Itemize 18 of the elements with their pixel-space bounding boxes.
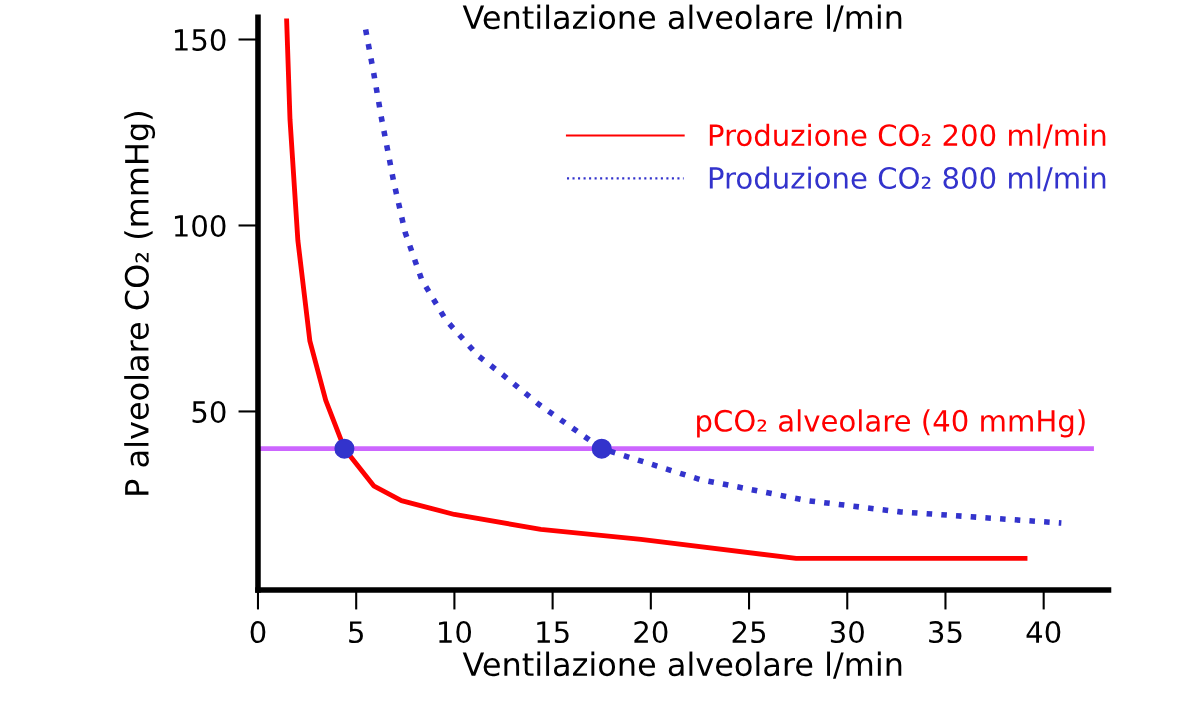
chart-title: Ventilazione alveolare l/min (462, 4, 902, 32)
x-tick-label: 15 (537, 621, 569, 644)
x-tick-label: 35 (929, 621, 962, 644)
x-tick-label: 10 (439, 621, 472, 644)
legend-label: Produzione CO₂ 200 ml/min (709, 123, 1106, 149)
y-tick-label: 150 (174, 28, 226, 51)
x-tick-label: 20 (634, 621, 668, 644)
legend-label: Produzione CO₂ 800 ml/min (709, 166, 1106, 192)
y-tick-label: 100 (174, 214, 226, 237)
x-tick-label: 25 (732, 621, 766, 644)
y-axis-title: P alveolare CO₂ (mmHg) (124, 112, 156, 495)
y-tick-label: 50 (192, 400, 226, 423)
x-tick-label: 0 (250, 621, 266, 644)
x-axis-title: Ventilazione alveolare l/min (462, 651, 902, 679)
ref-line-label: pCO₂ alveolare (40 mmHg) (697, 409, 1085, 438)
x-tick-label: 30 (830, 621, 864, 644)
x-tick-label: 5 (349, 621, 363, 644)
x-tick-label: 40 (1026, 621, 1061, 644)
